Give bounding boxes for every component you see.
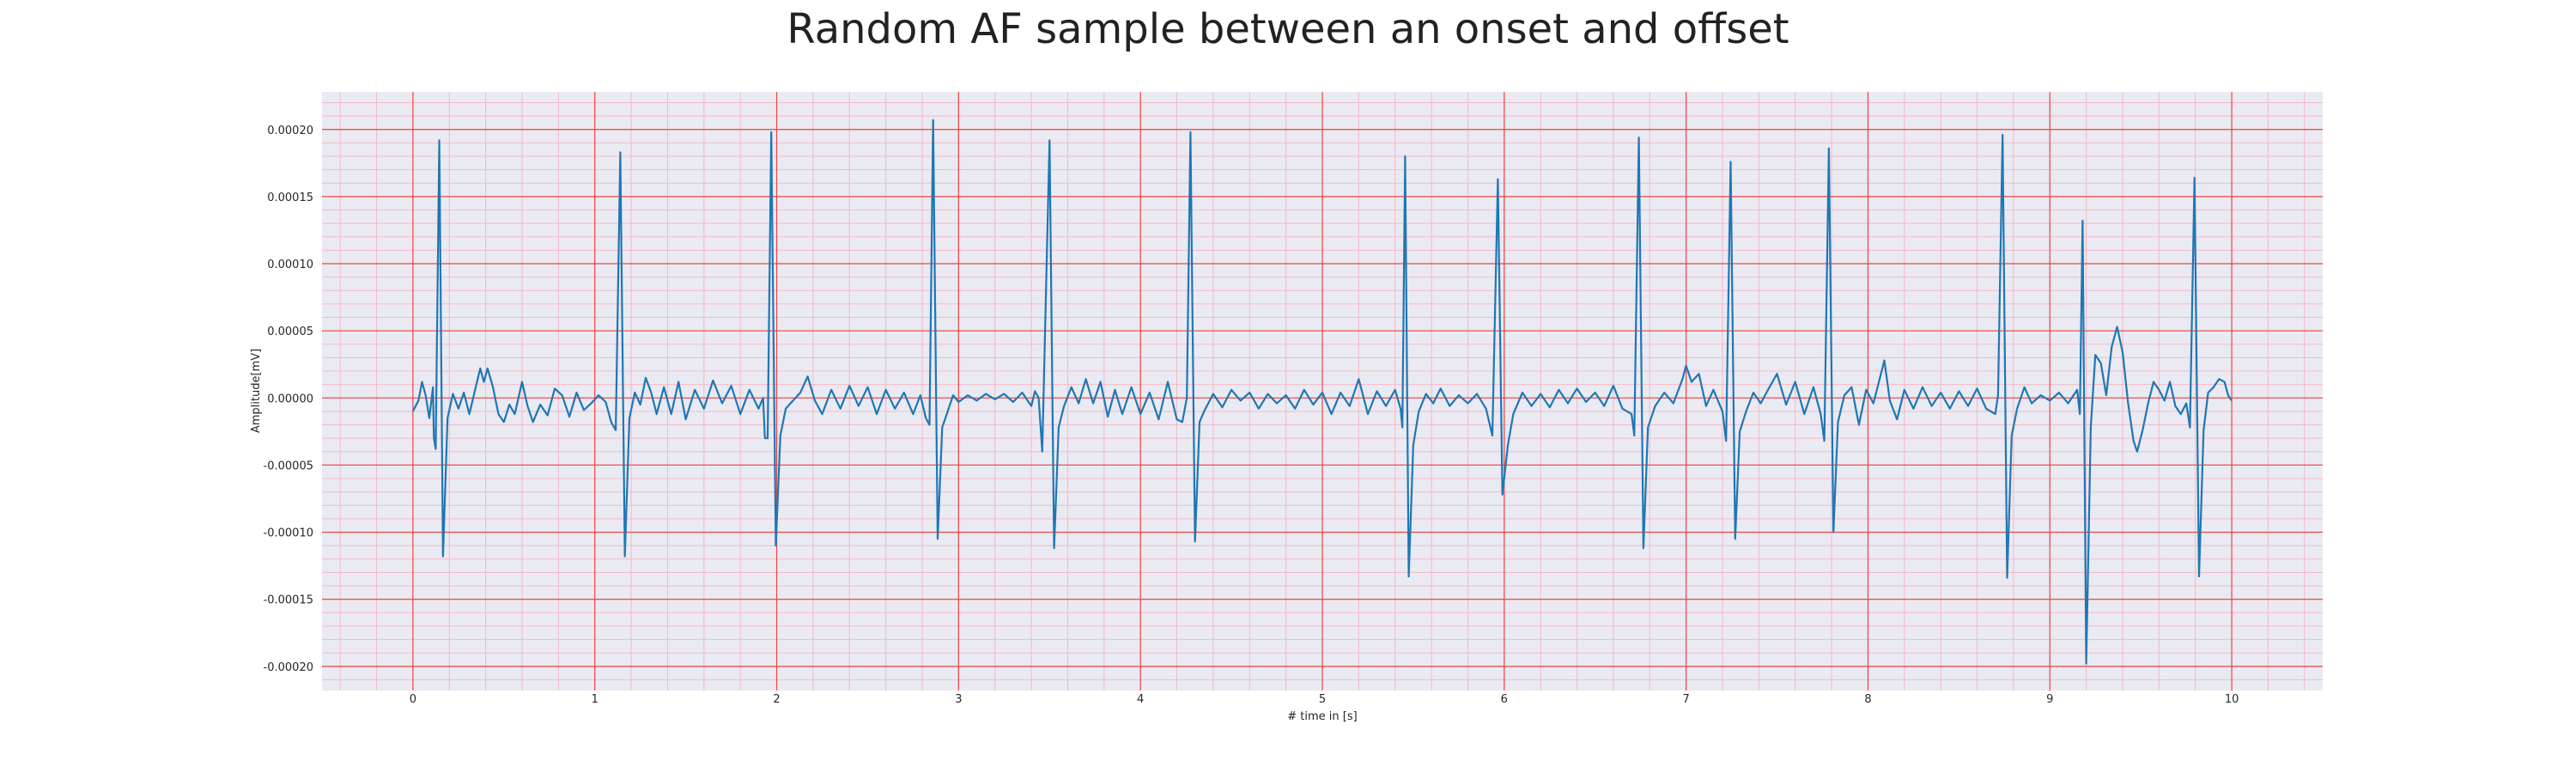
x-tick-label: 8 <box>1864 693 1871 706</box>
y-tick-label: -0.00015 <box>264 594 313 607</box>
y-tick-label: -0.00020 <box>264 661 313 674</box>
chart-title: Random AF sample between an onset and of… <box>787 5 1789 53</box>
y-tick-label: 0.00020 <box>267 125 313 137</box>
x-tick-label: 0 <box>410 693 416 706</box>
y-axis-label: Amplitude[mV] <box>250 349 263 433</box>
y-tick-label: -0.00005 <box>264 460 313 472</box>
x-tick-label: 4 <box>1137 693 1144 706</box>
x-tick-label: 6 <box>1501 693 1508 706</box>
y-tick-label: 0.00005 <box>267 326 313 338</box>
x-tick-label: 7 <box>1682 693 1689 706</box>
y-tick-label: 0.00010 <box>267 259 313 271</box>
x-tick-label: 1 <box>592 693 598 706</box>
y-tick-labels: -0.00020 -0.00015 -0.00010 -0.00005 0.00000 0… <box>264 125 313 674</box>
major-grid <box>322 92 2323 691</box>
x-tick-label: 3 <box>955 693 962 706</box>
x-tick-label: 9 <box>2046 693 2053 706</box>
x-axis-label: # time in [s] <box>1287 710 1357 723</box>
y-tick-label: 0.00015 <box>267 192 313 204</box>
y-tick-label: -0.00010 <box>264 527 313 540</box>
x-tick-label: 2 <box>773 693 780 706</box>
x-tick-label: 10 <box>2225 693 2239 706</box>
x-tick-label: 5 <box>1319 693 1326 706</box>
ecg-signal-line <box>411 119 2233 665</box>
x-tick-labels: 0 1 2 3 4 5 6 7 8 9 10 <box>410 693 2239 706</box>
y-tick-label: 0.00000 <box>267 393 313 405</box>
